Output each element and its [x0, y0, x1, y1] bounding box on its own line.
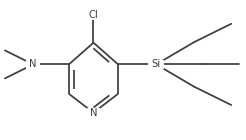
- FancyBboxPatch shape: [148, 60, 164, 69]
- FancyBboxPatch shape: [85, 10, 102, 20]
- Text: Si: Si: [152, 59, 161, 69]
- FancyBboxPatch shape: [27, 60, 40, 69]
- Text: N: N: [90, 108, 97, 118]
- FancyBboxPatch shape: [87, 108, 100, 118]
- Text: Cl: Cl: [89, 10, 98, 20]
- Text: N: N: [30, 59, 37, 69]
